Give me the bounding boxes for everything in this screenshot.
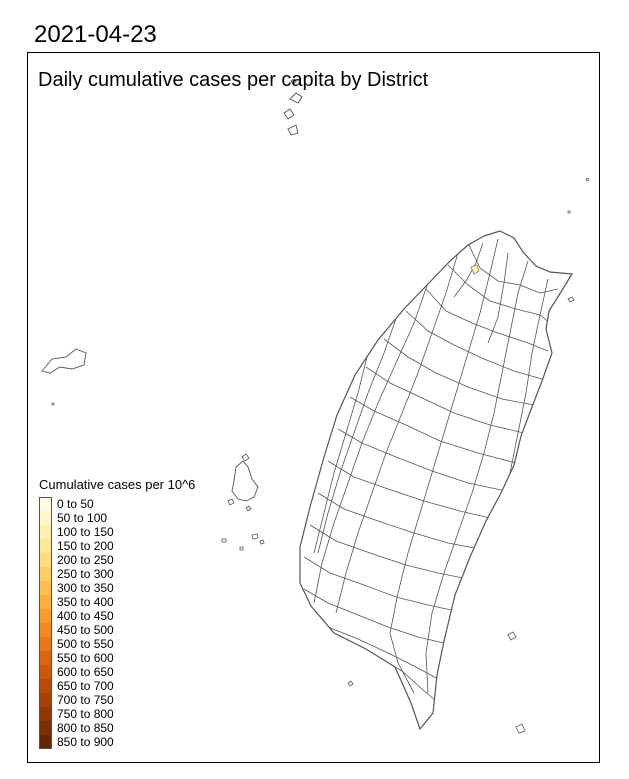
kinmen-island	[42, 349, 86, 373]
legend-swatch	[39, 637, 52, 651]
map-panel: Daily cumulative cases per capita by Dis…	[27, 52, 600, 763]
taiwan-main-island	[300, 231, 572, 729]
legend-label: 500 to 550	[57, 637, 114, 651]
legend-swatch	[39, 609, 52, 623]
legend-swatch	[39, 707, 52, 721]
legend-label: 50 to 100	[57, 511, 107, 525]
legend-label: 250 to 300	[57, 567, 114, 581]
legend-swatch	[39, 721, 52, 735]
legend-item: 850 to 900	[39, 735, 195, 749]
legend-item: 250 to 300	[39, 567, 195, 581]
legend-swatch	[39, 693, 52, 707]
legend-label: 150 to 200	[57, 539, 114, 553]
legend-item: 150 to 200	[39, 539, 195, 553]
legend-title: Cumulative cases per 10^6	[39, 477, 195, 493]
legend-label: 800 to 850	[57, 721, 114, 735]
legend-item: 100 to 150	[39, 525, 195, 539]
legend-swatch	[39, 539, 52, 553]
legend-item: 350 to 400	[39, 595, 195, 609]
legend: Cumulative cases per 10^6 0 to 50 50 to 1…	[39, 477, 195, 749]
legend-swatch	[39, 595, 52, 609]
legend-item: 650 to 700	[39, 679, 195, 693]
legend-swatch	[39, 651, 52, 665]
legend-swatch	[39, 497, 52, 511]
legend-swatch	[39, 679, 52, 693]
legend-item: 750 to 800	[39, 707, 195, 721]
legend-label: 850 to 900	[57, 735, 114, 749]
legend-swatch	[39, 553, 52, 567]
legend-swatch	[39, 735, 52, 749]
legend-label: 0 to 50	[57, 497, 94, 511]
map-title: Daily cumulative cases per capita by Dis…	[38, 67, 428, 93]
legend-label: 750 to 800	[57, 707, 114, 721]
legend-label: 100 to 150	[57, 525, 114, 539]
legend-item: 50 to 100	[39, 511, 195, 525]
legend-item: 200 to 250	[39, 553, 195, 567]
legend-swatch	[39, 567, 52, 581]
legend-item: 600 to 650	[39, 665, 195, 679]
legend-item: 400 to 450	[39, 609, 195, 623]
legend-item: 450 to 500	[39, 623, 195, 637]
legend-label: 400 to 450	[57, 609, 114, 623]
legend-label: 700 to 750	[57, 693, 114, 707]
legend-label: 650 to 700	[57, 679, 114, 693]
legend-label: 450 to 500	[57, 623, 114, 637]
legend-label: 200 to 250	[57, 553, 114, 567]
legend-item: 300 to 350	[39, 581, 195, 595]
legend-item: 0 to 50	[39, 497, 195, 511]
legend-swatch	[39, 665, 52, 679]
legend-swatch	[39, 581, 52, 595]
legend-item: 700 to 750	[39, 693, 195, 707]
legend-label: 550 to 600	[57, 651, 114, 665]
date-label: 2021-04-23	[34, 20, 157, 50]
penghu-islands	[232, 461, 258, 501]
legend-swatch	[39, 511, 52, 525]
liuqiu-island	[348, 681, 353, 686]
legend-swatch	[39, 525, 52, 539]
orchid-island	[516, 724, 525, 733]
legend-list: 0 to 50 50 to 100 100 to 150 150 to 200 200 …	[39, 497, 195, 749]
green-island	[508, 632, 516, 640]
legend-label: 600 to 650	[57, 665, 114, 679]
guishan-island	[568, 297, 574, 302]
legend-item: 500 to 550	[39, 637, 195, 651]
legend-swatch	[39, 623, 52, 637]
legend-item: 550 to 600	[39, 651, 195, 665]
legend-label: 350 to 400	[57, 595, 114, 609]
legend-label: 300 to 350	[57, 581, 114, 595]
legend-item: 800 to 850	[39, 721, 195, 735]
